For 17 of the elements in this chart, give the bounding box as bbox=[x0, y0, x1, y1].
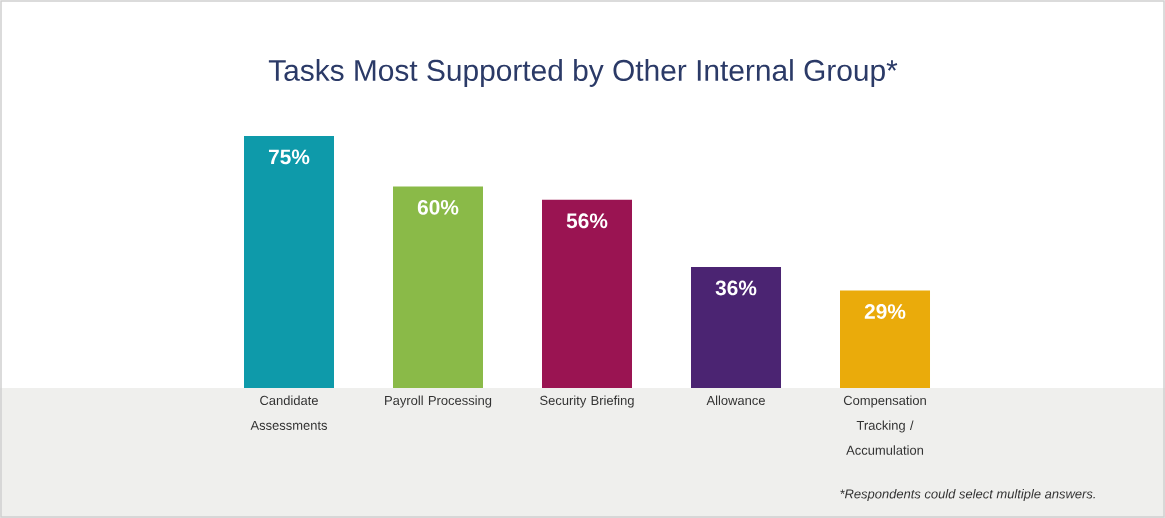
text: *Respondents could select multiple answers. bbox=[840, 488, 1095, 502]
x-tick-label: Payroll Processing bbox=[385, 395, 492, 408]
data-label: 29% bbox=[864, 304, 906, 319]
bar bbox=[393, 186, 483, 388]
category-label: Candidate Assessments bbox=[250, 395, 328, 430]
bar bbox=[244, 136, 334, 388]
data-label: 36% bbox=[715, 280, 757, 296]
data-label: 56% bbox=[566, 213, 608, 229]
bar bbox=[691, 267, 782, 388]
x-tick-label: Allowance bbox=[706, 395, 765, 406]
chart-title: Tasks Most Supported by Other Internal Group* bbox=[268, 59, 898, 87]
bar bbox=[542, 199, 632, 388]
x-tick-label: Security Briefing bbox=[540, 395, 634, 408]
data-label: 60% bbox=[417, 199, 459, 215]
data-label: 75% bbox=[268, 149, 310, 165]
bar bbox=[840, 290, 931, 388]
x-tick-label: Compensation Tracking / Accumulation bbox=[843, 395, 926, 455]
